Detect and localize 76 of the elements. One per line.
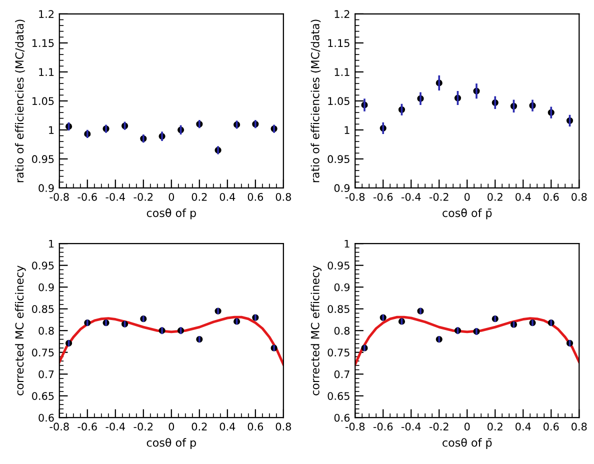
y-tick-label: 1.2: [334, 10, 350, 18]
x-tick-label: 0.2: [488, 422, 502, 431]
x-tick-label: -0.6: [78, 192, 97, 201]
y-tick-label: 0.6: [334, 414, 350, 422]
y-axis-title: ratio of efficiencies (MC/data): [310, 20, 321, 182]
y-tick-label: 1: [49, 126, 54, 134]
y-tick-label: 1: [49, 240, 54, 248]
x-axis-title: cosθ of p̄: [442, 438, 492, 449]
x-tick-label: 0.2: [192, 422, 207, 431]
x-tick-label: 0: [168, 192, 174, 201]
y-tick-label: 1: [344, 126, 350, 134]
y-tick-label: 0.75: [32, 348, 54, 356]
y-tick-label: 0.95: [32, 155, 54, 164]
x-tick-label: 0: [168, 422, 174, 431]
x-tick-label: -0.8: [50, 192, 69, 201]
x-tick-label: -0.2: [429, 422, 448, 431]
x-tick-label: 0.4: [220, 192, 236, 201]
x-tick-label: 0.8: [276, 192, 291, 201]
x-tick-label: -0.4: [106, 422, 125, 431]
x-tick-label: -0.6: [373, 192, 393, 201]
y-axis-title: corrected MC efficinecy: [310, 266, 322, 396]
y-tick-label: 1.15: [328, 39, 350, 48]
x-axis-title: cosθ of p: [146, 208, 196, 220]
x-tick-label: 0: [464, 422, 470, 431]
x-tick-label: 0.2: [192, 192, 207, 201]
y-tick-label: 0.7: [38, 370, 54, 378]
x-tick-label: -0.6: [78, 422, 97, 431]
x-tick-label: 0.4: [516, 192, 531, 201]
x-tick-label: 0.6: [248, 422, 264, 431]
x-tick-label: -0.8: [345, 192, 365, 201]
x-tick-label: 0.6: [248, 192, 264, 201]
y-tick-label: 0.95: [328, 262, 350, 270]
y-tick-label: 1.1: [334, 68, 350, 76]
y-tick-label: 0.6: [38, 414, 54, 422]
y-tick-label: 0.95: [328, 155, 350, 164]
y-axis-title: ratio of efficiencies (MC/data): [15, 20, 25, 182]
x-tick-label: 0.6: [544, 192, 559, 201]
x-tick-label: 0.2: [488, 192, 502, 201]
x-tick-label: 0.4: [220, 422, 236, 431]
y-tick-label: 0.8: [38, 326, 54, 335]
x-tick-label: -0.2: [134, 422, 153, 431]
x-tick-label: 0: [464, 192, 470, 201]
y-tick-label: 1.05: [328, 97, 350, 106]
x-tick-label: 0.6: [544, 422, 559, 431]
y-tick-label: 1: [344, 240, 350, 248]
y-tick-label: 1.2: [39, 10, 54, 18]
x-tick-label: -0.2: [429, 192, 448, 201]
y-tick-label: 0.9: [334, 283, 350, 292]
y-tick-label: 1.15: [32, 39, 54, 48]
y-tick-label: 1.05: [32, 97, 54, 106]
x-tick-label: 0.8: [572, 192, 587, 201]
x-axis-title: cosθ of p: [146, 438, 196, 449]
x-tick-label: -0.8: [345, 422, 365, 431]
y-tick-label: 0.9: [334, 184, 350, 192]
x-tick-label: -0.4: [106, 192, 125, 201]
y-tick-label: 0.75: [328, 348, 350, 356]
y-tick-label: 0.85: [32, 305, 54, 313]
y-tick-label: 0.65: [32, 392, 54, 400]
y-tick-label: 0.9: [38, 184, 54, 192]
y-tick-label: 1.1: [39, 68, 54, 76]
x-tick-label: 0.8: [276, 422, 291, 431]
y-tick-label: 0.65: [328, 392, 350, 400]
y-axis-title: corrected MC efficinecy: [15, 266, 26, 396]
x-tick-label: -0.4: [401, 192, 421, 201]
y-tick-label: 0.85: [328, 305, 350, 313]
x-tick-label: -0.8: [50, 422, 69, 431]
y-tick-label: 0.7: [334, 370, 350, 378]
x-tick-label: 0.4: [516, 422, 531, 431]
x-axis-title: cosθ of p̄: [442, 208, 492, 220]
y-tick-label: 0.95: [32, 262, 54, 270]
x-tick-label: -0.4: [401, 422, 421, 431]
y-tick-label: 0.9: [38, 283, 54, 292]
y-tick-label: 0.8: [334, 326, 350, 335]
x-tick-label: 0.8: [572, 422, 587, 431]
x-tick-label: -0.2: [134, 192, 153, 201]
x-tick-label: -0.6: [373, 422, 393, 431]
